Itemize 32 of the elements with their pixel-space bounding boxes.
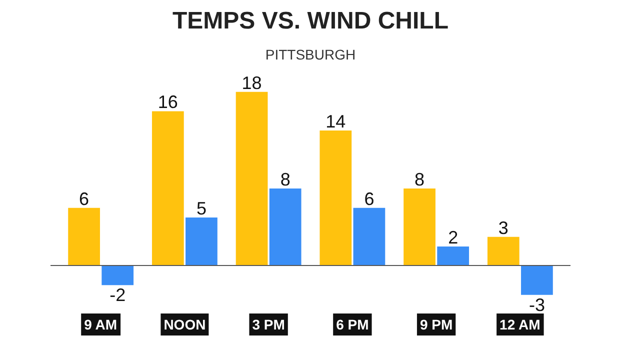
bar [521, 266, 553, 295]
bar [320, 130, 352, 266]
chart-subtitle: PITTSBURGH [265, 46, 356, 62]
x-tick-label: 6 PM [336, 316, 369, 332]
data-label: -2 [110, 285, 126, 306]
data-label: 5 [196, 198, 206, 219]
bar [487, 236, 520, 266]
data-label: 14 [326, 112, 346, 132]
chart-title: TEMPS VS. WIND CHILL [172, 8, 448, 34]
data-label: 8 [414, 170, 425, 190]
x-tick-label: 9 PM [420, 316, 453, 332]
bar [269, 188, 302, 266]
bar [186, 218, 218, 266]
x-tick-label: 9 AM [84, 316, 118, 332]
data-label: 8 [280, 170, 290, 190]
data-label: 18 [242, 72, 262, 93]
bar [236, 92, 268, 266]
bar [404, 188, 436, 266]
bar [68, 208, 100, 266]
data-label: 2 [448, 228, 458, 248]
x-tick-label: 12 AM [500, 316, 540, 332]
data-label: 3 [498, 218, 508, 238]
bar [152, 111, 184, 266]
x-tick-label: 3 PM [252, 316, 285, 332]
bar [102, 266, 134, 286]
bar [437, 246, 470, 266]
data-label: -3 [528, 294, 545, 315]
data-label: 6 [79, 188, 90, 209]
data-label: 16 [158, 92, 178, 112]
x-tick-label: NOON [164, 316, 206, 332]
bar [353, 208, 386, 266]
data-label: 6 [364, 188, 374, 209]
